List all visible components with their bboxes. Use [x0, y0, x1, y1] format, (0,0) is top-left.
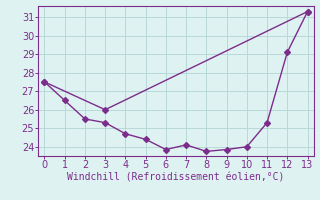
X-axis label: Windchill (Refroidissement éolien,°C): Windchill (Refroidissement éolien,°C)	[67, 173, 285, 183]
